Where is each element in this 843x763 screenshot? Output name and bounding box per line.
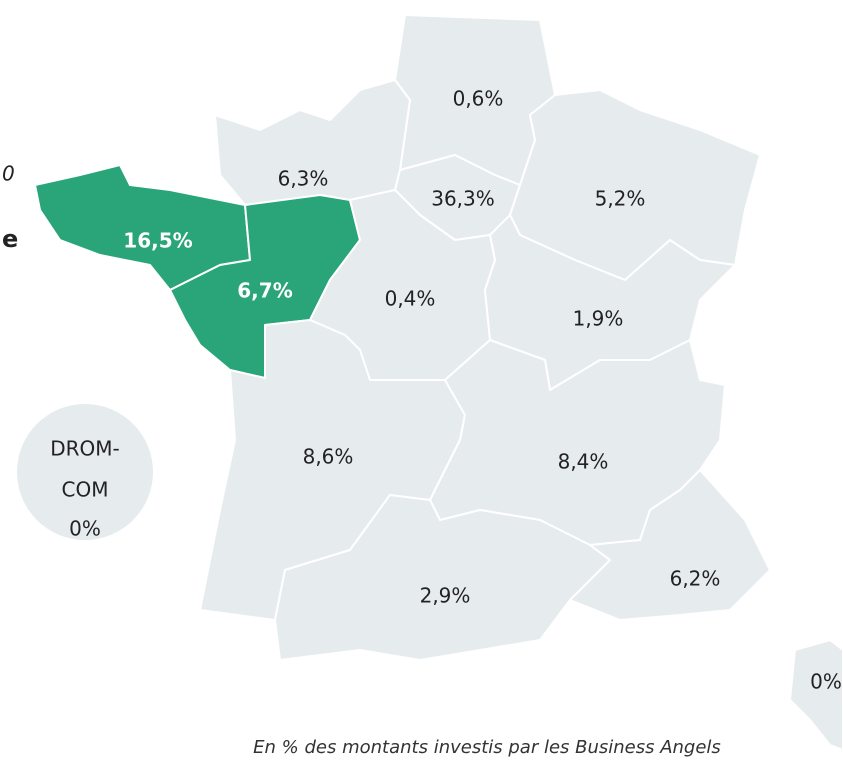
region-label: 0,4%	[385, 287, 436, 311]
region-label: 6,2%	[670, 567, 721, 591]
region-label: 16,5%	[123, 229, 192, 253]
region-label: 0%	[810, 670, 842, 694]
region-label: 1,9%	[573, 307, 624, 331]
region	[484, 214, 736, 391]
region	[569, 469, 771, 621]
region-label: 6,7%	[237, 279, 292, 303]
drom-line: COM	[62, 478, 109, 502]
region-label: 0,6%	[453, 87, 504, 111]
cut-text: 0	[2, 162, 15, 186]
caption: En % des montants investis par les Busin…	[253, 737, 721, 758]
cut-text: e	[2, 225, 18, 253]
region	[789, 639, 843, 751]
region-label: 8,6%	[303, 445, 354, 469]
drom-line: DROM-	[50, 437, 120, 461]
drom-com-circle	[17, 404, 153, 540]
region-label: 36,3%	[431, 187, 495, 211]
region-label: 2,9%	[420, 584, 471, 608]
region-label: 8,4%	[558, 450, 609, 474]
region-label: 5,2%	[595, 187, 646, 211]
region-label: 6,3%	[278, 167, 329, 191]
drom-line: 0%	[69, 517, 101, 541]
